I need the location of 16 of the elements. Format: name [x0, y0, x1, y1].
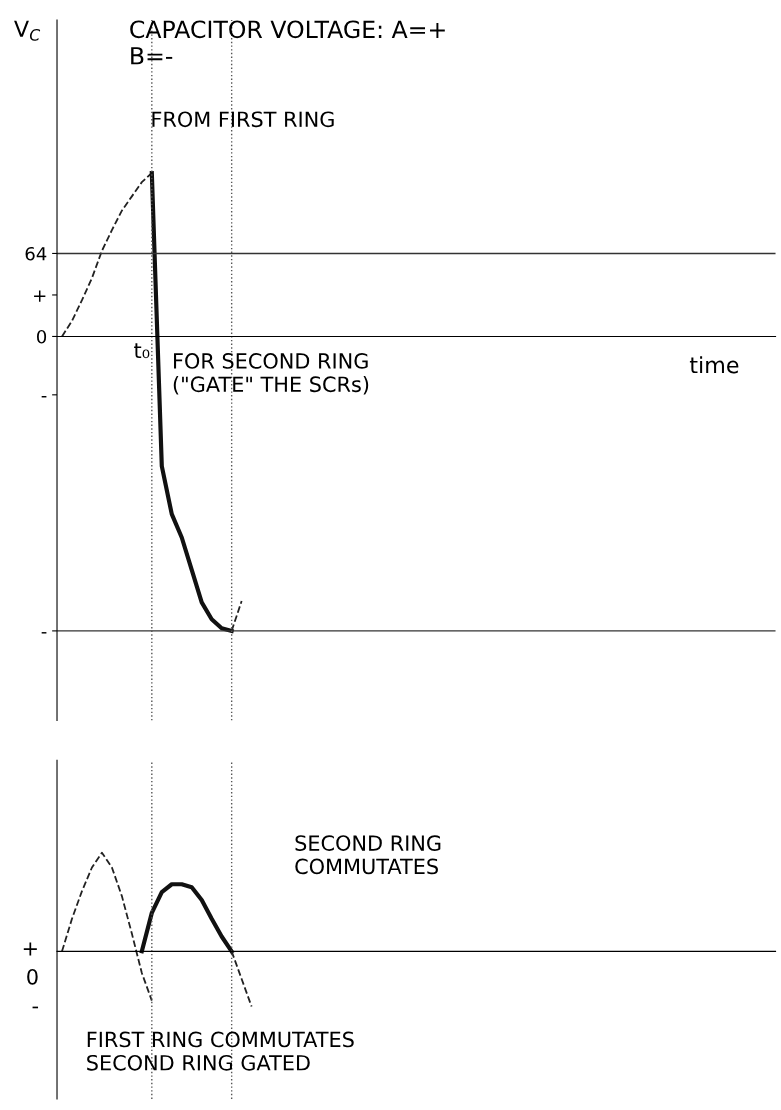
y-tick-label: 0 [36, 329, 47, 344]
text: - [32, 1006, 39, 1009]
y-tick-label: + [34, 290, 46, 302]
y-tick-label: 64 [25, 246, 47, 261]
y-axis-title: V$_{C}$ [14, 20, 41, 41]
annotation: SECOND RING COMMUTATES [295, 835, 441, 875]
annotation: FOR SECOND RING ("GATE" THE SCRs) [173, 353, 369, 395]
annotation: FROM FIRST RING [152, 111, 334, 128]
text: + [23, 942, 37, 956]
x-axis-title: time [689, 356, 739, 374]
text: FIRST RING COMMUTATES SECOND RING GATED [87, 1031, 354, 1071]
line-series [61, 172, 153, 338]
chart-title: CAPACITOR VOLTAGE: A=+ B=- [130, 20, 445, 65]
y-tick-label: - [41, 632, 47, 634]
y-tick-label: - [41, 396, 47, 398]
annotation: t₀ [134, 343, 150, 359]
